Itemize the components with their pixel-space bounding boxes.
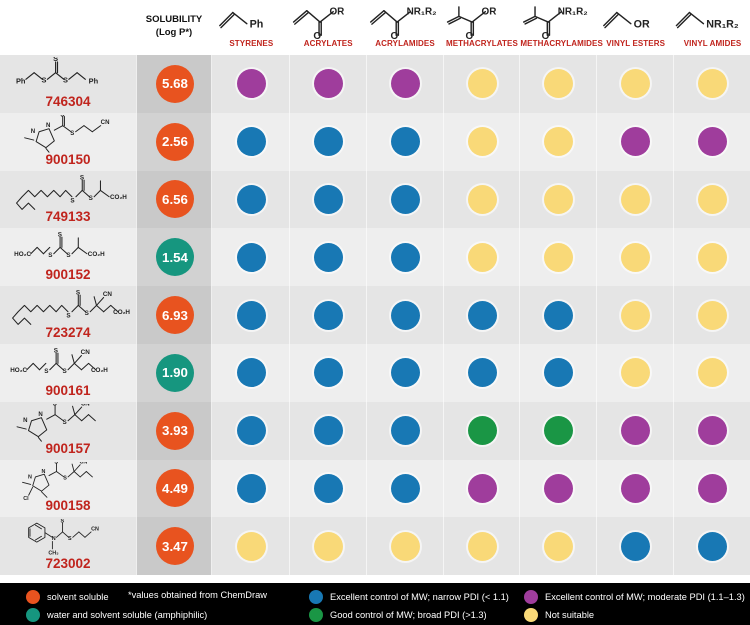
svg-text:S: S: [61, 519, 65, 524]
svg-text:CN: CN: [80, 462, 88, 465]
svg-text:NR₁R₂: NR₁R₂: [706, 18, 739, 30]
svg-text:NR₁R₂: NR₁R₂: [406, 7, 436, 18]
svg-text:S: S: [89, 195, 93, 202]
svg-text:S: S: [80, 174, 84, 181]
svg-text:N: N: [46, 122, 50, 129]
svg-text:N: N: [28, 474, 32, 480]
svg-text:CN: CN: [81, 349, 91, 356]
svg-text:S: S: [66, 312, 70, 319]
svg-text:Ph: Ph: [16, 76, 26, 85]
svg-text:S: S: [63, 475, 67, 481]
svg-text:S: S: [58, 232, 62, 239]
svg-text:HO₂C: HO₂C: [10, 367, 27, 374]
svg-text:S: S: [60, 115, 64, 119]
svg-text:S: S: [70, 197, 74, 204]
svg-text:CO₂H: CO₂H: [113, 309, 130, 316]
svg-text:N: N: [31, 128, 35, 135]
svg-text:CO₂H: CO₂H: [91, 367, 108, 374]
svg-text:S: S: [68, 536, 72, 542]
svg-text:S: S: [63, 419, 67, 426]
svg-text:S: S: [76, 290, 80, 297]
svg-text:HO₂C: HO₂C: [14, 252, 31, 259]
svg-text:CN: CN: [91, 527, 99, 533]
svg-text:S: S: [70, 130, 74, 137]
svg-text:S: S: [85, 310, 89, 317]
svg-text:CO₂H: CO₂H: [88, 252, 105, 259]
svg-text:CN: CN: [101, 119, 110, 126]
svg-text:S: S: [54, 462, 58, 465]
svg-text:CO₂H: CO₂H: [110, 194, 127, 201]
svg-text:S: S: [63, 76, 68, 85]
svg-text:NR₁R₂: NR₁R₂: [558, 7, 588, 18]
svg-text:S: S: [53, 57, 58, 63]
svg-text:Ph: Ph: [250, 18, 264, 30]
svg-text:OR: OR: [329, 7, 344, 18]
svg-text:S: S: [62, 368, 66, 375]
svg-text:Ph: Ph: [89, 76, 99, 85]
svg-text:OR: OR: [634, 18, 650, 30]
svg-text:S: S: [54, 347, 58, 354]
svg-text:S: S: [53, 404, 57, 408]
svg-text:CN: CN: [81, 404, 90, 408]
svg-text:OR: OR: [481, 7, 496, 18]
svg-text:S: S: [66, 252, 70, 259]
svg-text:S: S: [48, 252, 52, 259]
svg-text:S: S: [44, 368, 48, 375]
svg-text:N: N: [38, 411, 42, 418]
svg-text:N: N: [42, 468, 46, 474]
svg-text:N: N: [23, 417, 27, 424]
svg-text:S: S: [42, 76, 47, 85]
svg-text:CN: CN: [103, 291, 113, 298]
